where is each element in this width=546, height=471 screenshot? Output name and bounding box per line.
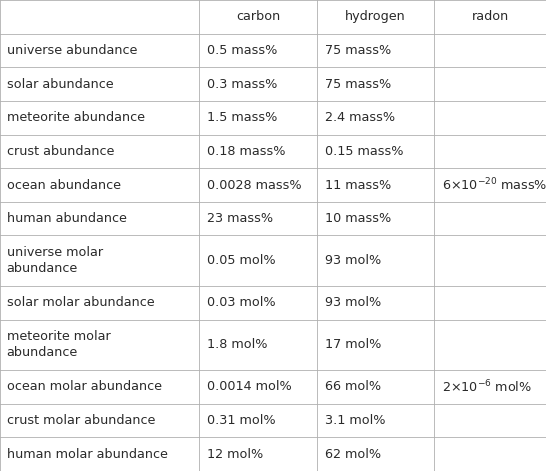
Text: ocean abundance: ocean abundance [7, 179, 121, 192]
Text: 12 mol%: 12 mol% [207, 447, 264, 461]
Text: 75 mass%: 75 mass% [325, 78, 391, 90]
Text: 75 mass%: 75 mass% [325, 44, 391, 57]
Text: 0.18 mass%: 0.18 mass% [207, 145, 286, 158]
Text: 11 mass%: 11 mass% [325, 179, 391, 192]
Text: 1.8 mol%: 1.8 mol% [207, 338, 268, 351]
Text: 0.05 mol%: 0.05 mol% [207, 254, 276, 267]
Text: 10 mass%: 10 mass% [325, 212, 391, 225]
Text: solar abundance: solar abundance [7, 78, 113, 90]
Text: 93 mol%: 93 mol% [325, 296, 381, 309]
Text: 1.5 mass%: 1.5 mass% [207, 111, 278, 124]
Text: meteorite abundance: meteorite abundance [7, 111, 145, 124]
Text: 0.0028 mass%: 0.0028 mass% [207, 179, 302, 192]
Text: universe molar
abundance: universe molar abundance [7, 246, 103, 275]
Text: crust molar abundance: crust molar abundance [7, 414, 155, 427]
Text: human abundance: human abundance [7, 212, 127, 225]
Text: 62 mol%: 62 mol% [325, 447, 381, 461]
Text: human molar abundance: human molar abundance [7, 447, 168, 461]
Text: 6×10$^{-20}$ mass%: 6×10$^{-20}$ mass% [442, 177, 546, 193]
Text: crust abundance: crust abundance [7, 145, 114, 158]
Text: hydrogen: hydrogen [345, 10, 406, 24]
Text: 0.0014 mol%: 0.0014 mol% [207, 381, 292, 393]
Text: 0.03 mol%: 0.03 mol% [207, 296, 276, 309]
Text: radon: radon [471, 10, 509, 24]
Text: 0.5 mass%: 0.5 mass% [207, 44, 278, 57]
Text: 0.31 mol%: 0.31 mol% [207, 414, 276, 427]
Text: 2.4 mass%: 2.4 mass% [325, 111, 395, 124]
Text: solar molar abundance: solar molar abundance [7, 296, 154, 309]
Text: meteorite molar
abundance: meteorite molar abundance [7, 330, 110, 359]
Text: 3.1 mol%: 3.1 mol% [325, 414, 385, 427]
Text: 0.15 mass%: 0.15 mass% [325, 145, 403, 158]
Text: 2×10$^{-6}$ mol%: 2×10$^{-6}$ mol% [442, 379, 532, 395]
Text: ocean molar abundance: ocean molar abundance [7, 381, 162, 393]
Text: carbon: carbon [236, 10, 280, 24]
Text: 17 mol%: 17 mol% [325, 338, 381, 351]
Text: 93 mol%: 93 mol% [325, 254, 381, 267]
Text: universe abundance: universe abundance [7, 44, 137, 57]
Text: 23 mass%: 23 mass% [207, 212, 274, 225]
Text: 66 mol%: 66 mol% [325, 381, 381, 393]
Text: 0.3 mass%: 0.3 mass% [207, 78, 278, 90]
